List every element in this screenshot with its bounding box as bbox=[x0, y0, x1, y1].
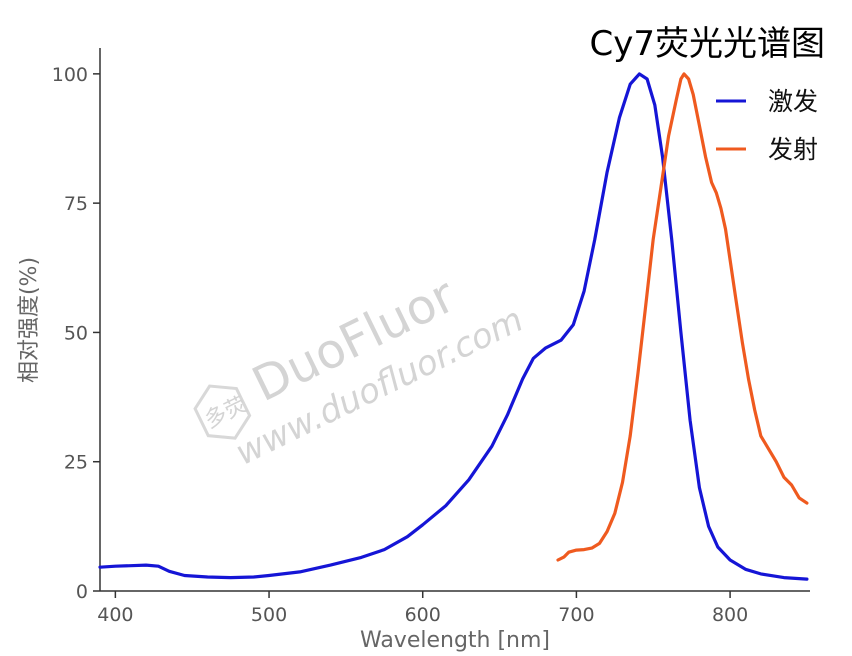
y-tick-label: 0 bbox=[76, 581, 88, 603]
x-tick-label: 500 bbox=[251, 604, 287, 626]
x-tick-label: 700 bbox=[558, 604, 594, 626]
y-tick-label: 50 bbox=[64, 322, 88, 344]
series-line-excitation bbox=[98, 72, 809, 581]
chart-title: Cy7荧光光谱图 bbox=[590, 24, 826, 64]
watermark: 多荧 DuoFluor www.duofluor.com bbox=[193, 267, 530, 474]
x-tick-label: 600 bbox=[405, 604, 441, 626]
y-tick-label: 100 bbox=[52, 64, 88, 86]
watermark-logo-text: 多荧 bbox=[201, 392, 252, 434]
y-axis-title: 相对强度(%) bbox=[17, 257, 42, 383]
x-axis-ticks: 400 500 600 700 800 bbox=[97, 591, 748, 626]
y-tick-label: 25 bbox=[64, 452, 88, 474]
x-tick-label: 400 bbox=[97, 604, 133, 626]
legend: 激发 发射 bbox=[716, 87, 818, 164]
series-line-emission bbox=[556, 72, 809, 562]
legend-label-emission: 发射 bbox=[768, 135, 818, 164]
x-tick-label: 800 bbox=[712, 604, 748, 626]
legend-label-excitation: 激发 bbox=[768, 87, 818, 116]
watermark-logo-hexagon bbox=[193, 384, 252, 440]
y-axis-ticks: 0 25 50 75 100 bbox=[52, 64, 100, 603]
x-axis-title: Wavelength [nm] bbox=[360, 628, 550, 653]
y-tick-label: 75 bbox=[64, 193, 88, 215]
